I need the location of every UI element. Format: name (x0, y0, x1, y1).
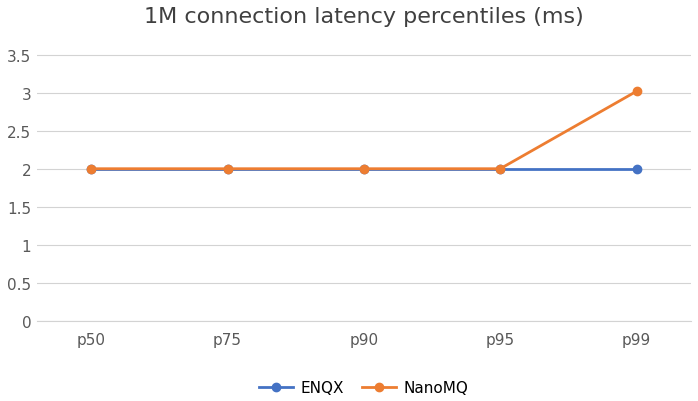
Title: 1M connection latency percentiles (ms): 1M connection latency percentiles (ms) (144, 7, 584, 27)
NanoMQ (632, 90, 641, 95)
NanoMQ (223, 167, 232, 172)
ENQX (632, 167, 641, 172)
ENQX (359, 167, 368, 172)
Line: NanoMQ: NanoMQ (87, 88, 641, 174)
ENQX (87, 167, 96, 172)
Line: ENQX: ENQX (87, 165, 641, 174)
NanoMQ (496, 167, 505, 172)
NanoMQ (359, 167, 368, 172)
NanoMQ (87, 167, 96, 172)
ENQX (496, 167, 505, 172)
ENQX (223, 167, 232, 172)
Legend: ENQX, NanoMQ: ENQX, NanoMQ (253, 374, 475, 401)
